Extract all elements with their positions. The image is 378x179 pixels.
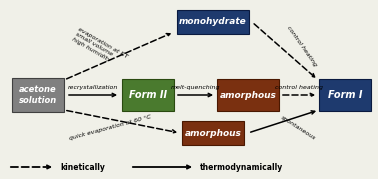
Text: quick evaporation at 60 °C: quick evaporation at 60 °C — [68, 115, 152, 141]
FancyBboxPatch shape — [182, 121, 244, 145]
Text: monohydrate: monohydrate — [179, 18, 247, 26]
FancyArrowPatch shape — [283, 93, 313, 97]
Text: Form I: Form I — [328, 90, 362, 100]
FancyArrowPatch shape — [11, 165, 50, 169]
FancyArrowPatch shape — [178, 93, 212, 97]
Text: control heating: control heating — [275, 86, 323, 91]
Text: evaporation at RT
small volume
high humidity: evaporation at RT small volume high humi… — [71, 27, 129, 69]
FancyBboxPatch shape — [177, 10, 249, 34]
Text: thermodynamically: thermodynamically — [200, 163, 283, 171]
Text: control heating: control heating — [286, 25, 318, 67]
Text: acetone
solution: acetone solution — [19, 85, 57, 105]
FancyArrowPatch shape — [133, 165, 190, 169]
FancyBboxPatch shape — [12, 78, 64, 112]
Text: Form II: Form II — [129, 90, 167, 100]
Text: recrystallization: recrystallization — [68, 86, 118, 91]
FancyArrowPatch shape — [69, 93, 116, 97]
Text: melt-quenching: melt-quenching — [171, 86, 221, 91]
FancyArrowPatch shape — [254, 24, 314, 77]
FancyBboxPatch shape — [319, 79, 371, 111]
FancyBboxPatch shape — [217, 79, 279, 111]
FancyArrowPatch shape — [67, 34, 170, 79]
Text: amorphous: amorphous — [220, 91, 276, 100]
FancyBboxPatch shape — [122, 79, 174, 111]
Text: kinetically: kinetically — [60, 163, 105, 171]
FancyArrowPatch shape — [251, 111, 315, 132]
FancyArrowPatch shape — [67, 111, 176, 133]
Text: spontaneous: spontaneous — [280, 115, 316, 141]
Text: amorphous: amorphous — [184, 129, 242, 137]
